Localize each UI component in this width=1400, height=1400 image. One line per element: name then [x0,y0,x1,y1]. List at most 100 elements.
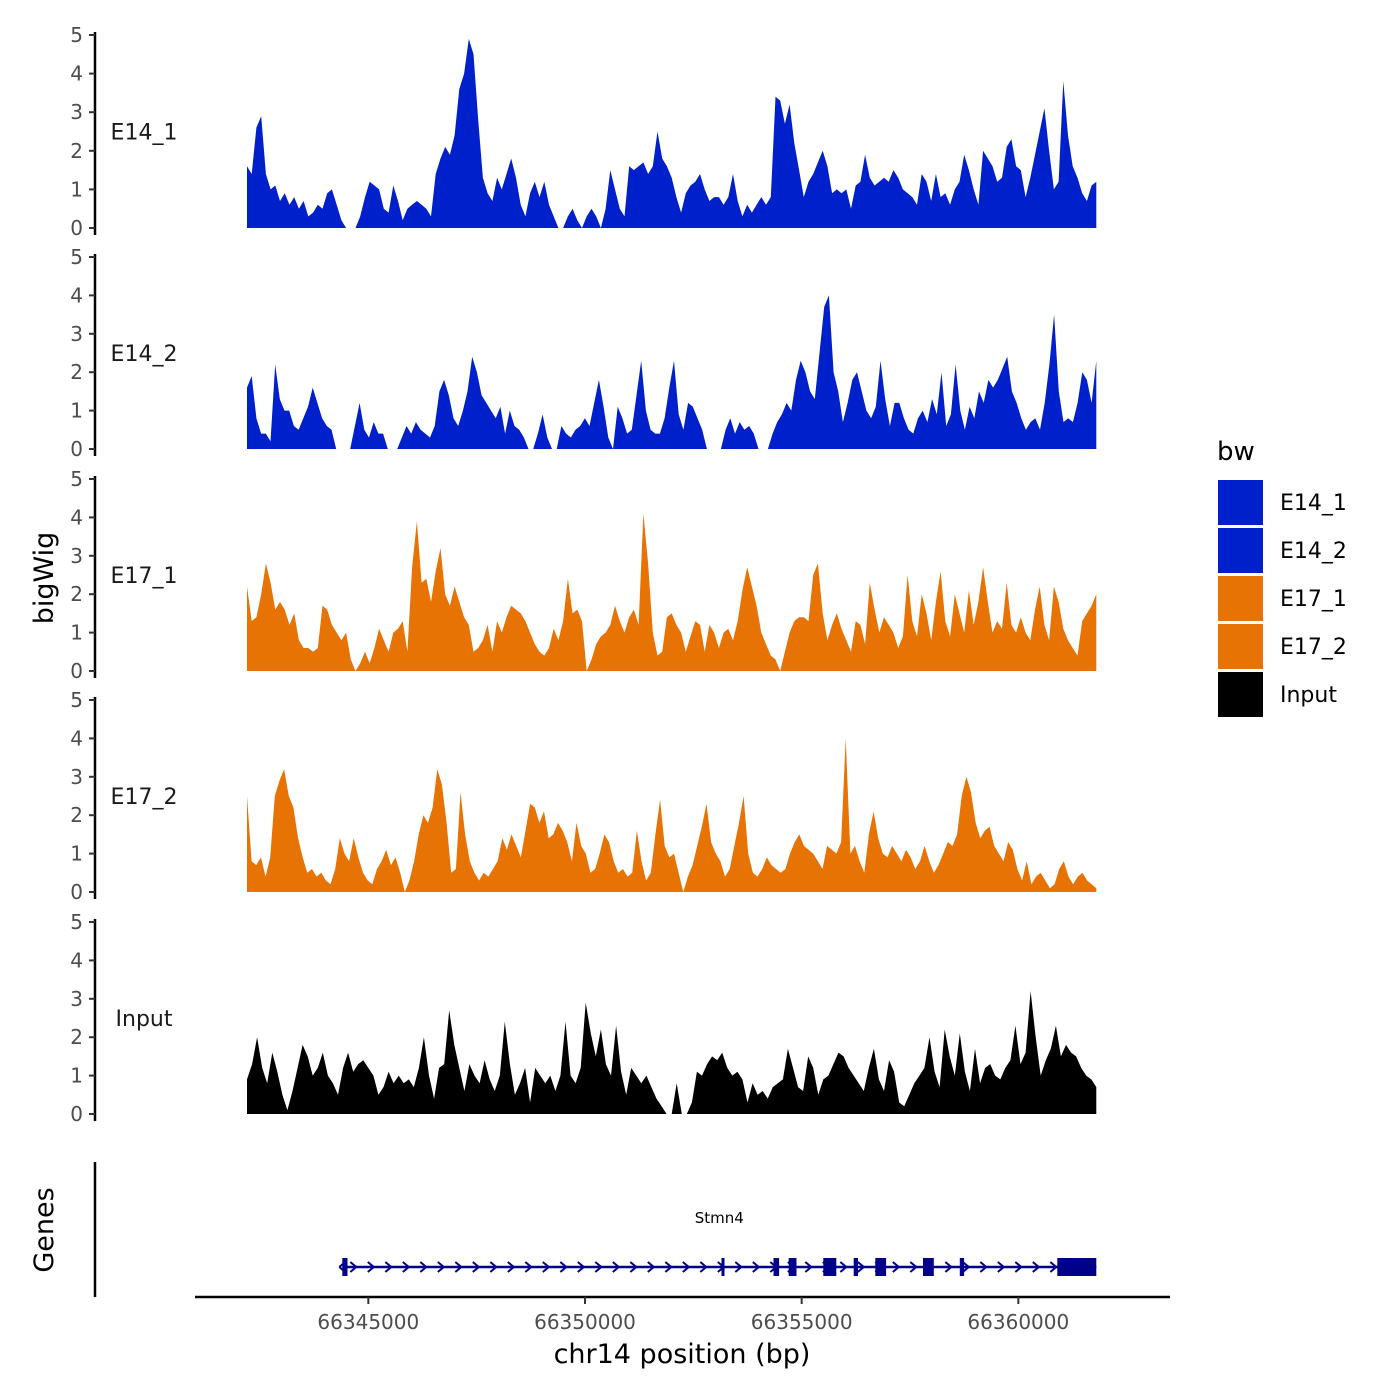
track-label-E14_1: E14_1 [111,121,178,146]
strand-arrow [629,1261,638,1273]
strand-arrow [699,1261,708,1273]
strand-arrow [682,1261,691,1273]
y-tick-label: 1 [70,177,83,201]
strand-arrow [979,1261,988,1273]
gene-exon [853,1258,858,1276]
strand-arrow [857,1261,866,1273]
legend-label: E17_1 [1280,587,1347,612]
strand-arrow [1032,1261,1041,1273]
track-E14_1: 0 1 2 3 4 5 E14_1 [70,23,1097,240]
track-label-E17_1: E17_1 [111,564,178,589]
gene-exon [959,1258,965,1276]
legend-swatch [1218,576,1263,621]
y-tick-label: 2 [70,803,83,827]
y-tick-label: 4 [70,948,83,972]
strand-arrow [489,1261,498,1273]
strand-arrow [752,1261,761,1273]
gene-exon [721,1258,725,1276]
legend-item-E17_1: E17_1 [1218,576,1347,621]
gene-exon [823,1258,837,1276]
strand-arrow [962,1261,971,1273]
y-tick-label: 5 [70,23,83,47]
gene-exon [788,1258,797,1276]
gene-exon [342,1258,348,1276]
strand-arrow [909,1261,918,1273]
y-tick-label: 5 [70,245,83,269]
x-axis: 66345000 66350000 66355000 66360000 chr14 p… [195,1295,1170,1370]
strand-arrow [472,1261,481,1273]
legend-swatch [1218,480,1263,525]
signal-area-E14_2 [247,295,1097,449]
strand-arrow [542,1261,551,1273]
strand-arrow [612,1261,621,1273]
x-ticks: 66345000 66350000 66355000 66360000 [317,1297,1069,1334]
y-tick-label: 4 [70,726,83,750]
strand-arrow [349,1261,358,1273]
legend: bw E14_1 E14_2 E17_1 E17_2 Input [1217,437,1347,717]
y-tick-label: 5 [70,688,83,712]
gene-exon [875,1258,887,1276]
gene-track: Genes Stmn4 [29,1162,1097,1297]
legend-swatch [1218,624,1263,669]
legend-item-E17_2: E17_2 [1218,624,1347,669]
y-tick-label: 0 [70,216,83,240]
gene-model [338,1258,1097,1276]
y-tick-label: 0 [70,880,83,904]
y-tick-label: 3 [70,100,83,124]
track-E17_2: 0 1 2 3 4 5 E17_2 [70,688,1097,904]
x-axis-title: chr14 position (bp) [554,1339,811,1370]
signal-area-Input [247,991,1097,1114]
track-label-E17_2: E17_2 [111,785,178,810]
strand-arrow [839,1261,848,1273]
legend-item-E14_1: E14_1 [1218,480,1347,525]
y-tick-label: 2 [70,582,83,606]
signal-tracks: 0 1 2 3 4 5 E14_1 0 1 2 3 4 5 E14_2 0 1 2 3 4 5 E17_1 0 1 2 3 4 5 E… [70,23,1097,1126]
legend-items: E14_1 E14_2 E17_1 E17_2 Input [1218,480,1347,717]
x-tick-label: 66350000 [534,1310,636,1334]
y-tick-label: 5 [70,467,83,491]
y-tick-label: 0 [70,659,83,683]
strand-arrow [384,1261,393,1273]
signal-area-E17_2 [247,738,1097,892]
strand-arrow [734,1261,743,1273]
y-tick-label: 0 [70,1102,83,1126]
gene-exon [773,1258,780,1276]
legend-label: E14_1 [1280,491,1347,516]
x-tick-label: 66355000 [751,1310,853,1334]
y-tick-label: 3 [70,322,83,346]
y-tick-label: 3 [70,765,83,789]
y-tick-label: 5 [70,910,83,934]
legend-swatch [1218,672,1263,717]
y-tick-label: 3 [70,544,83,568]
y-tick-label: 1 [70,399,83,423]
legend-swatch [1218,528,1263,573]
y-axis-title: bigWig [29,532,60,625]
strand-arrow [997,1261,1006,1273]
legend-label: E17_2 [1280,635,1347,660]
track-label-Input: Input [116,1007,173,1032]
y-tick-label: 4 [70,283,83,307]
x-tick-label: 66345000 [317,1310,419,1334]
legend-item-Input: Input [1218,672,1337,717]
y-tick-label: 1 [70,621,83,645]
y-tick-label: 3 [70,987,83,1011]
strand-arrow [559,1261,568,1273]
gene-exon [923,1258,934,1276]
signal-area-E17_1 [247,513,1097,671]
strand-arrow [454,1261,463,1273]
legend-label: E14_2 [1280,539,1347,564]
track-E14_2: 0 1 2 3 4 5 E14_2 [70,245,1097,461]
strand-arrow [664,1261,673,1273]
strand-arrow [419,1261,428,1273]
legend-item-E14_2: E14_2 [1218,528,1347,573]
track-E17_1: 0 1 2 3 4 5 E17_1 [70,467,1097,683]
strand-arrow [507,1261,516,1273]
x-tick-label: 66360000 [967,1310,1069,1334]
strand-arrow [647,1261,656,1273]
strand-arrow [437,1261,446,1273]
strand-arrow [594,1261,603,1273]
track-label-E14_2: E14_2 [111,342,178,367]
legend-title: bw [1217,437,1255,467]
strand-arrow [1049,1261,1058,1273]
